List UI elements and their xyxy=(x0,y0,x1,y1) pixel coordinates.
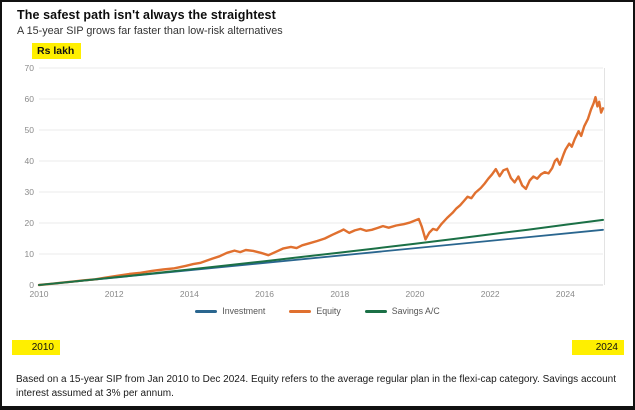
y-tick-label: 50 xyxy=(24,125,34,135)
y-tick-label: 60 xyxy=(24,94,34,104)
series-line-savings xyxy=(38,218,604,286)
x-tick-label: 2022 xyxy=(480,289,500,299)
chart-legend: Investment Equity Savings A/C xyxy=(2,306,633,316)
start-year-badge: 2010 xyxy=(12,340,60,355)
legend-label: Investment xyxy=(222,306,266,316)
end-year-badge: 2024 xyxy=(572,340,624,355)
legend-label: Equity xyxy=(316,306,341,316)
unit-label: Rs lakh xyxy=(32,43,82,59)
legend-item-equity: Equity xyxy=(289,306,341,316)
legend-swatch-savings-icon xyxy=(364,309,387,313)
y-tick-label: 70 xyxy=(24,63,34,73)
chart-svg xyxy=(37,67,605,287)
page-subtitle: A 15-year SIP grows far faster than low-… xyxy=(17,25,283,37)
legend-swatch-investment-icon xyxy=(195,309,218,313)
series-line-equity xyxy=(37,95,605,287)
legend-label: Savings A/C xyxy=(391,306,440,316)
legend-item-savings: Savings A/C xyxy=(364,306,440,316)
x-tick-label: 2012 xyxy=(104,289,124,299)
x-tick-label: 2016 xyxy=(255,289,275,299)
y-tick-label: 30 xyxy=(24,187,34,197)
y-tick-label: 10 xyxy=(24,249,34,259)
x-tick-label: 2024 xyxy=(555,289,575,299)
y-tick-label: 20 xyxy=(24,218,34,228)
legend-item-investment: Investment xyxy=(195,306,265,316)
legend-swatch-equity-icon xyxy=(289,309,312,313)
x-tick-label: 2014 xyxy=(179,289,199,299)
footnote: Based on a 15-year SIP from Jan 2010 to … xyxy=(16,374,616,400)
y-tick-label: 0 xyxy=(29,280,34,290)
x-tick-label: 2020 xyxy=(405,289,425,299)
y-tick-label: 40 xyxy=(24,156,34,166)
page-title: The safest path isn't always the straigh… xyxy=(17,8,276,22)
x-tick-label: 2018 xyxy=(330,289,350,299)
x-tick-label: 2010 xyxy=(29,289,49,299)
